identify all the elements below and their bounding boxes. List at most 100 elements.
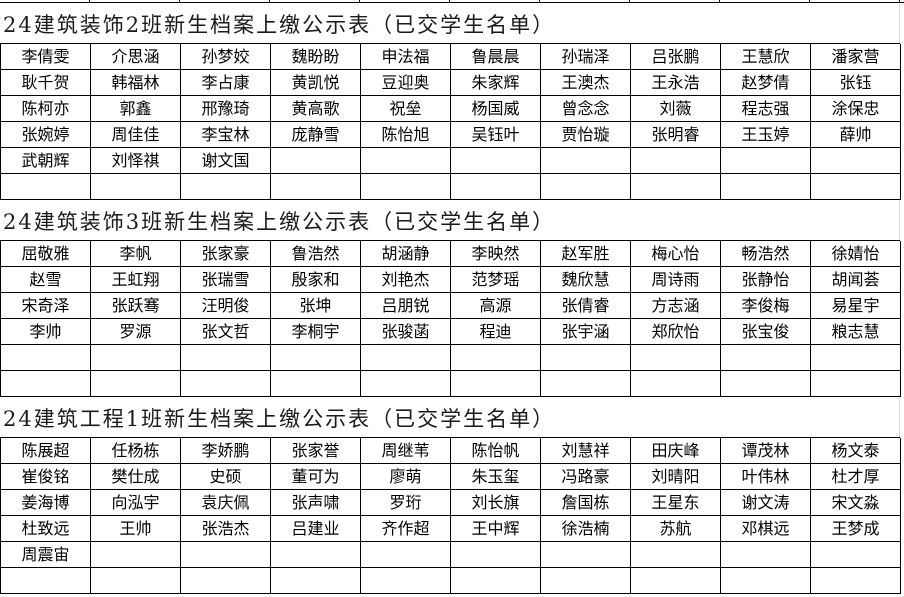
name-cell[interactable]: 孙梦姣 xyxy=(181,44,271,70)
name-cell[interactable]: 谢文涛 xyxy=(721,490,811,516)
name-cell[interactable]: 罗珩 xyxy=(361,490,451,516)
name-cell[interactable]: 陈柯亦 xyxy=(1,96,91,122)
name-cell[interactable]: 刘慧祥 xyxy=(541,438,631,464)
name-cell[interactable]: 梅心怡 xyxy=(631,241,721,267)
name-cell[interactable]: 王虹翔 xyxy=(91,267,181,293)
name-cell[interactable] xyxy=(541,568,631,594)
name-cell[interactable] xyxy=(721,345,811,371)
name-cell[interactable]: 李映然 xyxy=(451,241,541,267)
name-cell[interactable]: 王梦成 xyxy=(811,516,901,542)
name-cell[interactable]: 朱家辉 xyxy=(451,70,541,96)
name-cell[interactable]: 胡闻荟 xyxy=(811,267,901,293)
name-cell[interactable]: 张家誉 xyxy=(271,438,361,464)
name-cell[interactable]: 程迪 xyxy=(451,319,541,345)
name-cell[interactable] xyxy=(271,568,361,594)
name-cell[interactable]: 张婉婷 xyxy=(1,122,91,148)
name-cell[interactable]: 杨文泰 xyxy=(811,438,901,464)
name-cell[interactable]: 叶伟林 xyxy=(721,464,811,490)
name-cell[interactable]: 田庆峰 xyxy=(631,438,721,464)
name-cell[interactable] xyxy=(271,345,361,371)
name-cell[interactable]: 史硕 xyxy=(181,464,271,490)
name-cell[interactable] xyxy=(181,542,271,568)
name-cell[interactable]: 吕建业 xyxy=(271,516,361,542)
name-cell[interactable] xyxy=(451,568,541,594)
name-cell[interactable]: 李俊梅 xyxy=(721,293,811,319)
name-cell[interactable] xyxy=(271,371,361,397)
name-cell[interactable] xyxy=(1,568,91,594)
name-cell[interactable] xyxy=(361,371,451,397)
name-cell[interactable]: 胡涵静 xyxy=(361,241,451,267)
name-cell[interactable] xyxy=(181,371,271,397)
name-cell[interactable]: 宋文淼 xyxy=(811,490,901,516)
name-cell[interactable]: 袁庆佩 xyxy=(181,490,271,516)
name-cell[interactable] xyxy=(361,345,451,371)
name-cell[interactable]: 张声啸 xyxy=(271,490,361,516)
section-title[interactable]: 24建筑工程1班新生档案上缴公示表（已交学生名单） xyxy=(0,397,900,437)
name-cell[interactable]: 屈敬雅 xyxy=(1,241,91,267)
name-cell[interactable]: 李宝林 xyxy=(181,122,271,148)
name-cell[interactable]: 王慧欣 xyxy=(721,44,811,70)
name-cell[interactable]: 张宝俊 xyxy=(721,319,811,345)
name-cell[interactable] xyxy=(541,174,631,200)
name-cell[interactable]: 朱玉玺 xyxy=(451,464,541,490)
name-cell[interactable] xyxy=(721,371,811,397)
name-cell[interactable]: 鲁晨晨 xyxy=(451,44,541,70)
name-cell[interactable] xyxy=(91,568,181,594)
name-cell[interactable]: 贾怡璇 xyxy=(541,122,631,148)
name-cell[interactable]: 徐浩楠 xyxy=(541,516,631,542)
name-cell[interactable]: 姜海博 xyxy=(1,490,91,516)
name-cell[interactable] xyxy=(811,568,901,594)
name-cell[interactable] xyxy=(721,568,811,594)
name-cell[interactable]: 张钰 xyxy=(811,70,901,96)
name-cell[interactable] xyxy=(361,174,451,200)
name-cell[interactable]: 豆迎奥 xyxy=(361,70,451,96)
name-cell[interactable]: 谢文国 xyxy=(181,148,271,174)
name-cell[interactable]: 黄凯悦 xyxy=(271,70,361,96)
name-cell[interactable]: 杜才厚 xyxy=(811,464,901,490)
name-cell[interactable]: 潘家营 xyxy=(811,44,901,70)
name-cell[interactable] xyxy=(631,174,721,200)
name-cell[interactable]: 刘怿祺 xyxy=(91,148,181,174)
name-cell[interactable]: 粮志慧 xyxy=(811,319,901,345)
name-cell[interactable]: 邢豫琦 xyxy=(181,96,271,122)
name-cell[interactable]: 方志涵 xyxy=(631,293,721,319)
name-cell[interactable]: 陈展超 xyxy=(1,438,91,464)
name-cell[interactable]: 赵军胜 xyxy=(541,241,631,267)
section-title[interactable]: 24建筑装饰2班新生档案上缴公示表（已交学生名单） xyxy=(0,3,900,43)
name-cell[interactable]: 吕朋锐 xyxy=(361,293,451,319)
name-cell[interactable] xyxy=(271,174,361,200)
name-cell[interactable]: 魏欣慧 xyxy=(541,267,631,293)
name-cell[interactable] xyxy=(451,345,541,371)
name-cell[interactable]: 张跃骞 xyxy=(91,293,181,319)
name-cell[interactable]: 周佳佳 xyxy=(91,122,181,148)
name-cell[interactable]: 詹国栋 xyxy=(541,490,631,516)
name-cell[interactable]: 冯路豪 xyxy=(541,464,631,490)
name-cell[interactable] xyxy=(181,345,271,371)
name-cell[interactable]: 申法福 xyxy=(361,44,451,70)
name-cell[interactable]: 易星宇 xyxy=(811,293,901,319)
name-cell[interactable] xyxy=(1,345,91,371)
name-cell[interactable]: 李帆 xyxy=(91,241,181,267)
name-cell[interactable]: 周继苇 xyxy=(361,438,451,464)
name-cell[interactable] xyxy=(631,148,721,174)
name-cell[interactable] xyxy=(1,371,91,397)
name-cell[interactable] xyxy=(811,371,901,397)
name-cell[interactable]: 樊仕成 xyxy=(91,464,181,490)
name-cell[interactable]: 魏盼盼 xyxy=(271,44,361,70)
name-cell[interactable] xyxy=(91,371,181,397)
name-cell[interactable]: 郭鑫 xyxy=(91,96,181,122)
name-cell[interactable]: 赵梦倩 xyxy=(721,70,811,96)
name-cell[interactable]: 鲁浩然 xyxy=(271,241,361,267)
name-cell[interactable]: 张文哲 xyxy=(181,319,271,345)
name-cell[interactable]: 杜致远 xyxy=(1,516,91,542)
name-cell[interactable] xyxy=(271,542,361,568)
name-cell[interactable] xyxy=(631,371,721,397)
name-cell[interactable] xyxy=(451,542,541,568)
name-cell[interactable] xyxy=(631,568,721,594)
name-cell[interactable]: 武朝辉 xyxy=(1,148,91,174)
name-cell[interactable]: 庞静雪 xyxy=(271,122,361,148)
name-cell[interactable] xyxy=(451,371,541,397)
name-cell[interactable]: 孙瑞泽 xyxy=(541,44,631,70)
name-cell[interactable]: 吕张鹏 xyxy=(631,44,721,70)
name-cell[interactable]: 张浩杰 xyxy=(181,516,271,542)
